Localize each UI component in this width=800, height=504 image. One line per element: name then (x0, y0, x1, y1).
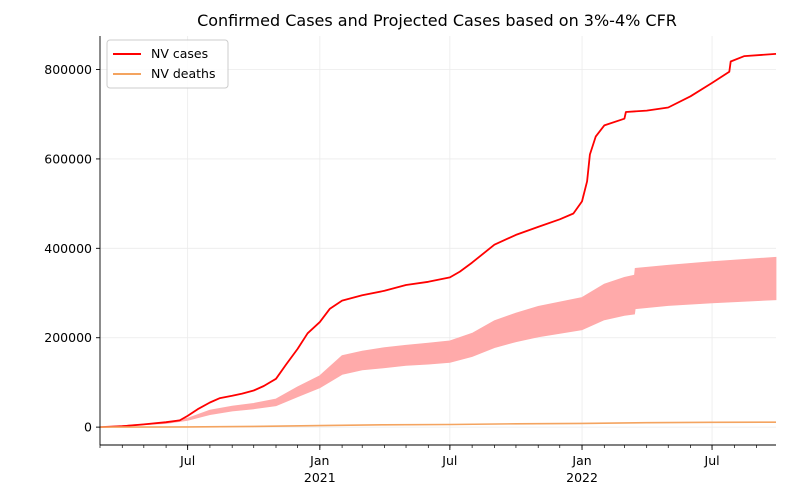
x-tick-year-label: 2021 (304, 470, 336, 485)
x-tick-label: Jul (704, 453, 720, 468)
y-tick-label: 200000 (44, 330, 92, 345)
x-tick-label: Jan (309, 453, 329, 468)
legend: NV cases NV deaths (106, 39, 229, 89)
grid-lines (100, 36, 776, 445)
chart-title: Confirmed Cases and Projected Cases base… (197, 11, 677, 30)
y-tick-label: 800000 (44, 62, 92, 77)
y-axis-ticks: 0 200000 400000 600000 800000 (44, 62, 100, 435)
legend-box (106, 39, 229, 89)
x-tick-label: Jan (571, 453, 591, 468)
axes (99, 36, 776, 446)
series-line-nv-deaths (99, 421, 777, 428)
projection-band (99, 256, 777, 428)
y-tick-label: 0 (84, 420, 92, 435)
legend-label-nv-deaths: NV deaths (151, 66, 216, 81)
x-axis-ticks: Jul Jan 2021 Jul Jan 2022 Jul (99, 445, 757, 485)
legend-label-nv-cases: NV cases (151, 46, 208, 61)
y-tick-label: 400000 (44, 241, 92, 256)
projection-band-area (99, 256, 777, 428)
series-lines (99, 53, 777, 428)
y-tick-label: 600000 (44, 151, 92, 166)
x-tick-year-label: 2022 (566, 470, 598, 485)
x-tick-label: Jul (441, 453, 457, 468)
series-line-nv-cases (99, 53, 777, 428)
x-tick-label: Jul (179, 453, 195, 468)
